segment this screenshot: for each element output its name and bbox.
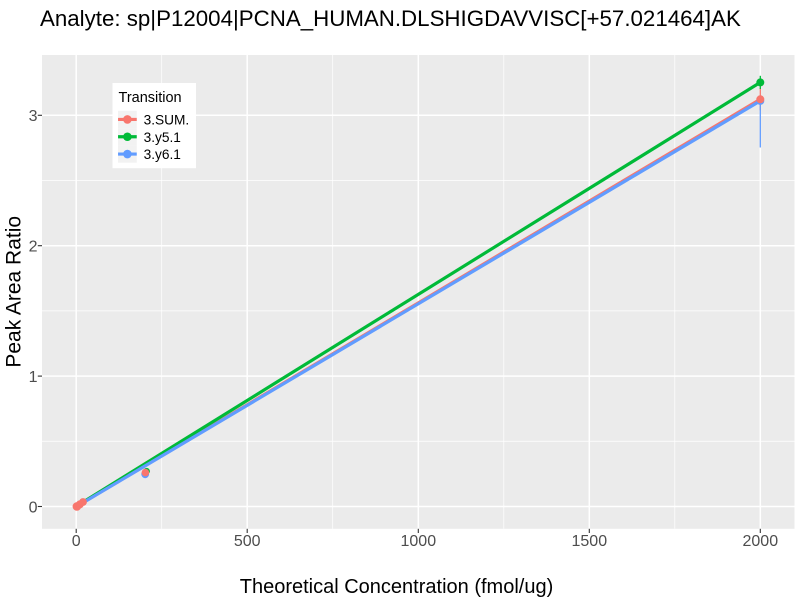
- svg-text:1: 1: [29, 369, 38, 386]
- svg-text:Transition: Transition: [119, 90, 182, 106]
- svg-text:3.y5.1: 3.y5.1: [144, 130, 181, 145]
- svg-text:0: 0: [29, 499, 38, 516]
- svg-text:Analyte: sp|P12004|PCNA_HUMAN.: Analyte: sp|P12004|PCNA_HUMAN.DLSHIGDAVV…: [40, 6, 741, 31]
- svg-text:2000: 2000: [743, 533, 779, 550]
- svg-text:0: 0: [72, 533, 81, 550]
- svg-text:2: 2: [29, 239, 38, 256]
- svg-text:Peak Area Ratio: Peak Area Ratio: [3, 216, 26, 368]
- svg-text:3.SUM.: 3.SUM.: [144, 113, 190, 128]
- svg-text:Theoretical Concentration (fmo: Theoretical Concentration (fmol/ug): [240, 576, 553, 598]
- svg-text:3: 3: [29, 108, 38, 125]
- svg-text:3.y6.1: 3.y6.1: [144, 147, 181, 162]
- svg-text:1500: 1500: [572, 533, 608, 550]
- svg-text:500: 500: [234, 533, 261, 550]
- svg-text:1000: 1000: [401, 533, 437, 550]
